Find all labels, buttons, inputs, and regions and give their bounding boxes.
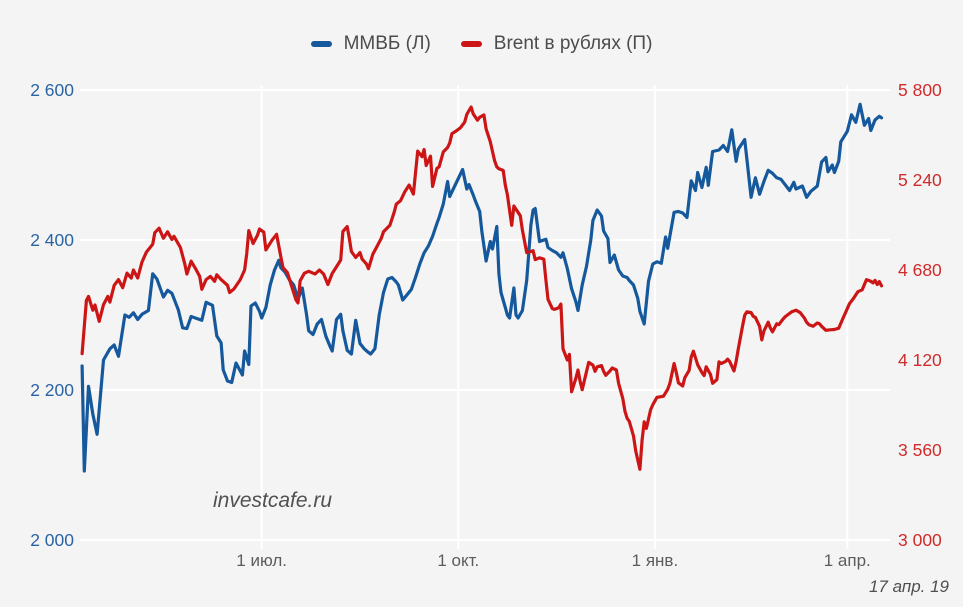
y-right-tick-label: 3 000 [898,530,942,550]
watermark: investcafe.ru [213,489,333,512]
brent-legend-label: Brent в рублях (П) [493,33,653,54]
y-right-tick-label: 4 120 [898,350,942,370]
legend: ММВБ (Л) Brent в рублях (П) [0,33,963,55]
y-left-tick-label: 2 000 [30,530,74,550]
legend-item-brent: Brent в рублях (П) [460,33,653,55]
y-left-tick-label: 2 200 [30,380,74,400]
brent-legend-swatch [460,41,482,47]
x-tick-label: 1 янв. [632,551,679,570]
y-right-tick-label: 5 240 [898,170,942,190]
date-stamp: 17 апр. 19 [868,577,949,596]
brent_rub-line [80,105,884,471]
x-tick-label: 1 апр. [824,551,871,570]
x-tick-label: 1 окт. [437,551,479,570]
y-right-tick-label: 5 800 [898,80,942,100]
mmvb-legend-swatch [310,41,332,47]
y-right-tick-label: 3 560 [898,440,942,460]
y-left-tick-label: 2 400 [30,230,74,250]
x-tick-label: 1 июл. [236,551,287,570]
mmvb-line [80,102,884,473]
mmvb-legend-label: ММВБ (Л) [343,33,431,54]
y-right-tick-label: 4 680 [898,260,942,280]
y-left-tick-label: 2 600 [30,80,74,100]
legend-item-mmvb: ММВБ (Л) [310,33,431,55]
